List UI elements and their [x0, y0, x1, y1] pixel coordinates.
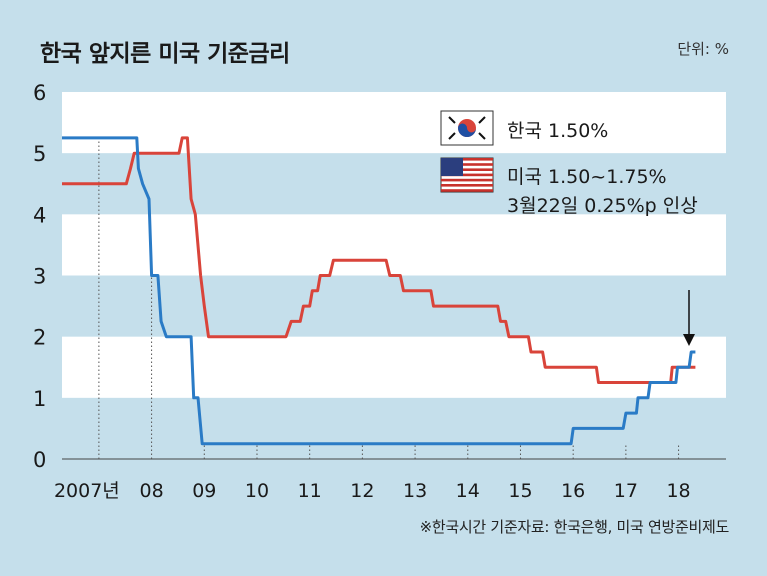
hike-arrow-icon: [683, 290, 695, 346]
y-tick-0: 0: [33, 448, 46, 472]
x-tick-15: 15: [508, 480, 532, 502]
band-1-2: [62, 336, 726, 398]
series-line-미국: [62, 136, 696, 446]
y-tick-3: 3: [33, 265, 46, 289]
y-tick-5: 5: [33, 142, 46, 166]
y-tick-6: 6: [33, 81, 46, 105]
legend-usa-note: 3월22일 0.25%p 인상: [507, 195, 698, 217]
x-tick-12: 12: [350, 480, 374, 502]
unit-label: 단위: %: [677, 40, 729, 58]
vertical-gridlines: [98, 137, 680, 459]
band-5-6: [62, 92, 726, 154]
korea-flag-icon: [440, 110, 494, 146]
legend-usa-label: 미국 1.50~1.75%: [507, 166, 667, 188]
legend-korea: 한국 1.50%: [440, 110, 608, 146]
x-tick-08: 08: [139, 480, 163, 502]
x-tick-18: 18: [666, 480, 690, 502]
y-tick-1: 1: [33, 387, 46, 411]
y-tick-2: 2: [33, 326, 46, 350]
legend-korea-label: 한국 1.50%: [507, 120, 608, 142]
usa-flag-icon: [440, 157, 494, 193]
x-tick-10: 10: [245, 480, 269, 502]
background-bands: [62, 92, 726, 460]
x-tick-2007년: 2007년: [54, 480, 120, 502]
series-line-한국: [62, 136, 696, 384]
x-tick-14: 14: [456, 480, 480, 502]
x-tick-16: 16: [561, 480, 585, 502]
chart-title: 한국 앞지른 미국 기준금리: [40, 41, 290, 67]
series-layer: [62, 136, 696, 446]
y-axis-ticks: 0 1 2 3 4 5 6: [33, 81, 46, 472]
x-tick-13: 13: [403, 480, 427, 502]
x-tick-09: 09: [192, 480, 216, 502]
x-tick-17: 17: [614, 480, 638, 502]
band-3-4: [62, 214, 726, 276]
x-axis-ticks: 2007년 08 09 10 11 12 13 14 15 16 17 18: [54, 480, 691, 502]
x-tick-11: 11: [298, 480, 322, 502]
source-note: ※한국시간 기준자료: 한국은행, 미국 연방준비제도: [419, 518, 730, 536]
legend-usa: 미국 1.50~1.75% 3월22일 0.25%p 인상: [440, 157, 698, 217]
y-tick-4: 4: [33, 203, 46, 227]
